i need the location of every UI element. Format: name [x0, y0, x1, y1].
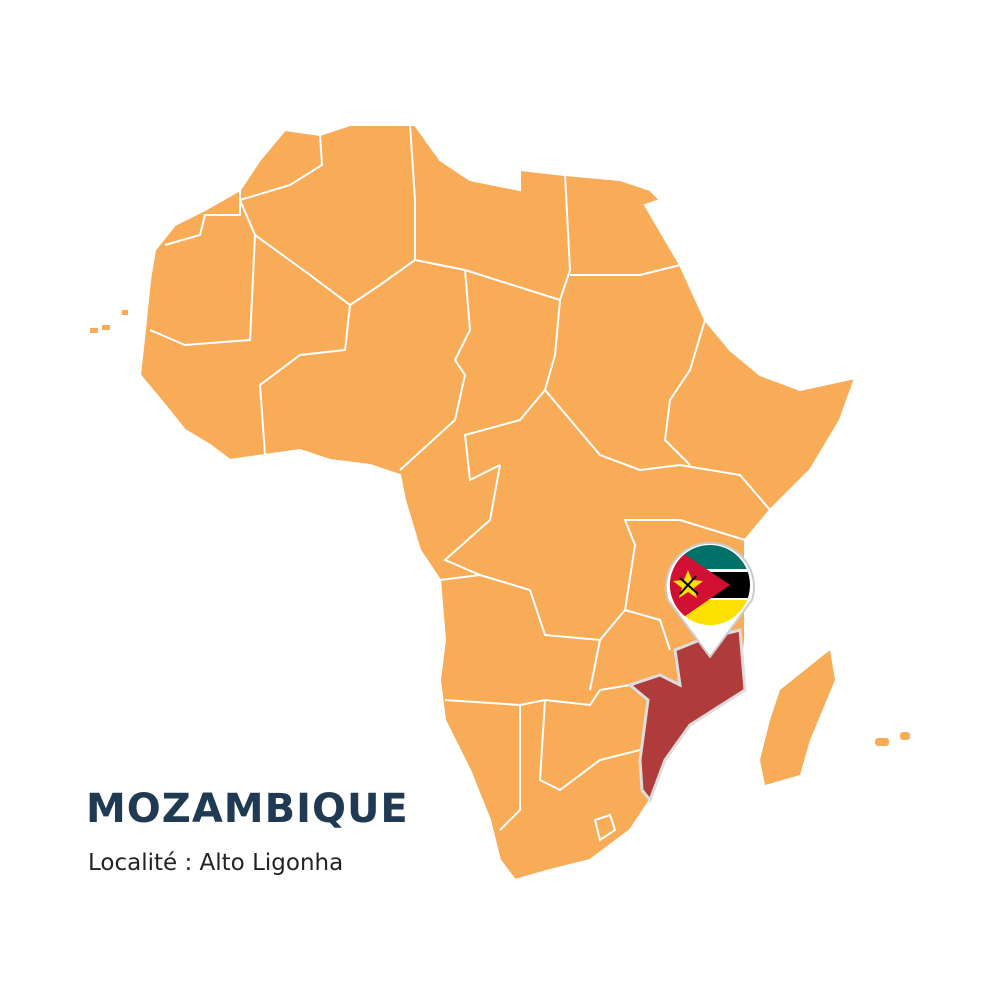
country-borders	[149, 124, 771, 842]
africa-continent	[138, 124, 857, 882]
locality-label: Localité : Alto Ligonha	[88, 850, 344, 876]
mozambique-highlight	[626, 628, 747, 803]
mozambique-flag-pin-icon	[665, 541, 755, 659]
africa-landmass	[138, 124, 857, 882]
islands	[90, 310, 910, 746]
country-title: MOZAMBIQUE	[86, 786, 409, 832]
madagascar	[760, 650, 835, 785]
